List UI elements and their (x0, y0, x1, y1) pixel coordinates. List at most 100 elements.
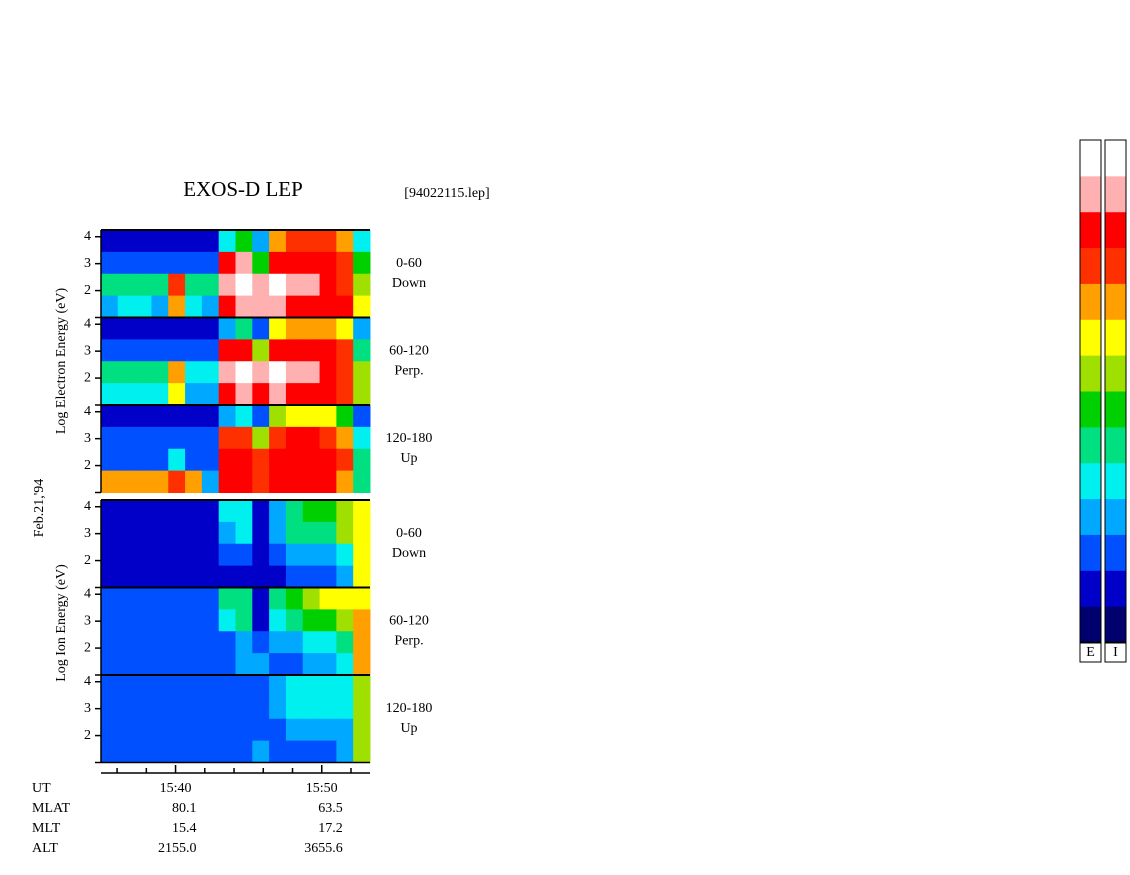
spectrogram-cell (235, 339, 253, 362)
spectrogram-cell (151, 251, 169, 275)
spectrogram-cell (302, 718, 321, 742)
spectrogram-cell (134, 383, 152, 406)
spectrogram-cell (101, 565, 119, 588)
colorbar-band (1080, 570, 1101, 607)
spectrogram-cell (302, 383, 321, 406)
spectrogram-cell (151, 383, 169, 406)
spectrogram-cell (201, 718, 220, 742)
spectrogram-cell (185, 339, 203, 362)
spectrogram-cell (319, 470, 337, 493)
spectrogram-cell (134, 448, 152, 472)
spectrogram-cell (101, 587, 119, 610)
spectrogram-cell (235, 631, 253, 654)
spectrogram-cell (285, 631, 304, 654)
spectrogram-cell (101, 543, 119, 567)
spectrogram-cell (319, 426, 337, 450)
spectrogram-cell (353, 405, 371, 428)
colorbar-band (1105, 534, 1126, 571)
spectrogram-cell (101, 521, 119, 545)
spectrogram-cell (168, 675, 186, 698)
y-tick-label: 2 (84, 458, 91, 473)
spectrogram-cell (319, 565, 337, 588)
colorbar-band (1105, 570, 1126, 607)
spectrogram-cell (336, 470, 354, 493)
spectrogram-cell (151, 565, 169, 588)
spectrogram-cell (134, 230, 152, 253)
spectrogram-cell (235, 295, 253, 318)
spectrogram-cell (185, 609, 203, 632)
spectrogram-cell (185, 675, 203, 698)
colorbar-band (1105, 391, 1126, 428)
colorbar-label-box (1104, 642, 1127, 663)
spectrogram-cell (185, 405, 203, 428)
spectrogram-cell (101, 653, 119, 676)
spectrogram-cell (101, 317, 119, 340)
spectrogram-cell (101, 230, 119, 253)
spectrogram-cell (201, 543, 220, 567)
spectrogram-cell (185, 653, 203, 676)
spectrogram-cell (201, 500, 220, 523)
spectrogram-cell (185, 500, 203, 523)
spectrogram-cell (168, 470, 186, 493)
spectrogram-cell (117, 317, 136, 340)
spectrogram-cell (252, 521, 270, 545)
colorbar-band (1080, 391, 1101, 428)
orbit-value: 17.2 (318, 821, 343, 836)
colorbar-band (1105, 355, 1126, 392)
spectrogram-cell (201, 740, 220, 763)
spectrogram-cell (252, 230, 270, 253)
spectrogram-cell (185, 470, 203, 493)
spectrogram-cell (319, 653, 337, 676)
spectrogram-cell (201, 426, 220, 450)
colorbar-band (1080, 606, 1101, 643)
spectrogram-cell (252, 361, 270, 384)
spectrogram-cell (201, 696, 220, 720)
spectrogram-cell (302, 317, 321, 340)
spectrogram-cell (201, 565, 220, 588)
orbit-value: 2155.0 (158, 841, 197, 856)
spectrogram-cell (252, 470, 270, 493)
spectrogram-cell (252, 426, 270, 450)
spectrogram-cell (134, 521, 152, 545)
spectrogram-cell (353, 251, 371, 275)
spectrogram-cell (201, 521, 220, 545)
spectrogram-cell (252, 448, 270, 472)
spectrogram-cell (353, 587, 371, 610)
spectrogram-cell (117, 470, 136, 493)
colorbar-band (1080, 283, 1101, 320)
spectrogram-cell (353, 426, 371, 450)
spectrogram-cell (269, 339, 287, 362)
spectrogram-cell (285, 470, 304, 493)
spectrogram-cell (134, 339, 152, 362)
spectrogram-cell (336, 609, 354, 632)
colorbar-band (1080, 462, 1101, 500)
spectrogram-cell (185, 448, 203, 472)
spectrogram-cell (235, 675, 253, 698)
spectrogram-cell (336, 295, 354, 318)
spectrogram-cell (319, 740, 337, 763)
spectrogram-cell (353, 653, 371, 676)
spectrogram-cell (185, 251, 203, 275)
spectrogram-cell (269, 273, 287, 297)
spectrogram-cell (151, 361, 169, 384)
spectrogram-cell (269, 251, 287, 275)
spectrogram-cell (269, 405, 287, 428)
spectrogram-cell (151, 273, 169, 297)
spectrogram-cell (117, 740, 136, 763)
spectrogram-cell (269, 500, 287, 523)
y-tick-label: 2 (84, 640, 91, 655)
panel-label: 60-120 (389, 613, 429, 628)
spectrogram-cell (336, 361, 354, 384)
spectrogram-cell (117, 426, 136, 450)
spectrogram-cell (201, 470, 220, 493)
spectrogram-cell (168, 609, 186, 632)
y-tick-label: 3 (84, 701, 91, 716)
spectrogram-cell (269, 653, 287, 676)
spectrogram-cell (353, 696, 371, 720)
spectrogram-cell (269, 230, 287, 253)
spectrogram-cell (134, 317, 152, 340)
spectrogram-cell (336, 251, 354, 275)
spectrogram-cell (252, 295, 270, 318)
spectrogram-cell (117, 383, 136, 406)
